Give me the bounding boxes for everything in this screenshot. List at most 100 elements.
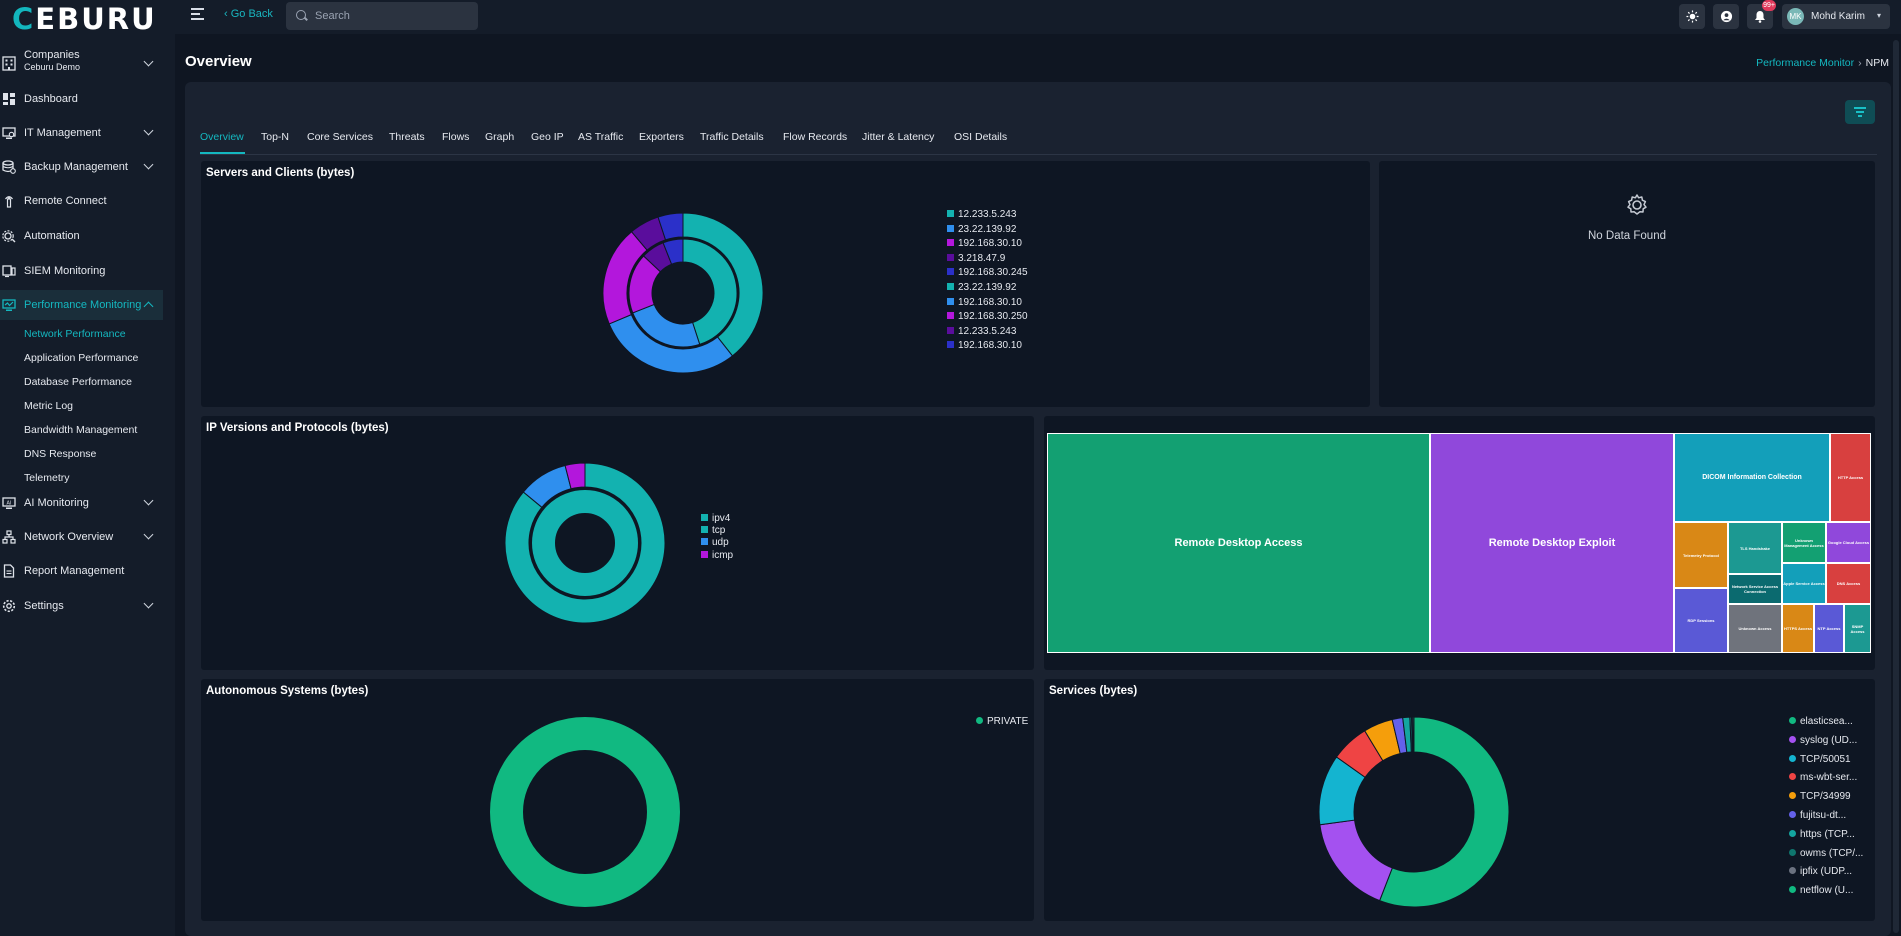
treemap-cell[interactable]: NTP Access bbox=[1814, 604, 1844, 653]
sidebar-item-it-management[interactable]: IT Management bbox=[0, 118, 163, 148]
treemap-cell[interactable]: DICOM Information Collection bbox=[1674, 433, 1830, 522]
legend-item[interactable]: https (TCP... bbox=[1789, 829, 1855, 840]
legend-item[interactable]: 3.218.47.9 bbox=[947, 253, 1005, 264]
as-slice-0[interactable] bbox=[490, 717, 680, 907]
sidebar-subitem-database-performance[interactable]: Database Performance bbox=[24, 376, 132, 388]
legend-label: 192.168.30.10 bbox=[958, 238, 1022, 250]
treemap-cell[interactable]: SNMP Access bbox=[1844, 604, 1871, 653]
tab-overview[interactable]: Overview bbox=[200, 131, 244, 143]
ip-inner-slice-0[interactable] bbox=[532, 490, 638, 596]
network-icon bbox=[2, 530, 16, 544]
servers-inner-slice-0[interactable] bbox=[682, 238, 738, 345]
legend-item[interactable]: udp bbox=[701, 537, 729, 548]
services-slice-1[interactable] bbox=[1319, 819, 1393, 902]
sidebar-subitem-application-performance[interactable]: Application Performance bbox=[24, 352, 139, 364]
legend-item[interactable]: TCP/50051 bbox=[1789, 754, 1851, 765]
sidebar-item-performance-monitoring[interactable]: Performance Monitoring bbox=[0, 290, 163, 320]
menu-toggle-icon[interactable] bbox=[191, 8, 205, 22]
tab-osi-details[interactable]: OSI Details bbox=[954, 131, 1008, 143]
tab-as-traffic[interactable]: AS Traffic bbox=[578, 131, 624, 143]
tab-flow-records[interactable]: Flow Records bbox=[783, 131, 848, 143]
legend-item[interactable]: TCP/34999 bbox=[1789, 791, 1851, 802]
ip-outer-slice-0[interactable] bbox=[504, 462, 666, 624]
user-menu[interactable]: MK Mohd Karim ▾ bbox=[1782, 4, 1890, 29]
treemap-cell[interactable]: Google Cloud Access bbox=[1826, 522, 1871, 563]
treemap-cell[interactable]: Unknown Access bbox=[1728, 604, 1782, 653]
legend-item[interactable]: 192.168.30.250 bbox=[947, 311, 1028, 322]
search-box[interactable] bbox=[286, 2, 478, 30]
sidebar-item-label: Report Management bbox=[24, 565, 125, 577]
servers-inner-slice-4[interactable] bbox=[662, 238, 684, 265]
sidebar-subitem-bandwidth-management[interactable]: Bandwidth Management bbox=[24, 424, 138, 436]
sidebar-item-siem-monitoring[interactable]: SIEM Monitoring bbox=[0, 256, 163, 286]
legend-item[interactable]: ms-wbt-ser... bbox=[1789, 772, 1857, 783]
legend-item[interactable]: netflow (U... bbox=[1789, 885, 1853, 896]
legend-item[interactable]: tcp bbox=[701, 525, 725, 536]
legend-item[interactable]: icmp bbox=[701, 550, 733, 561]
search-input[interactable] bbox=[313, 2, 473, 30]
treemap-cell[interactable]: HTTPS Access bbox=[1782, 604, 1814, 653]
tab-graph[interactable]: Graph bbox=[485, 131, 515, 143]
treemap-cell[interactable]: Network Service Access Connection bbox=[1728, 574, 1782, 604]
legend-item[interactable]: owms (TCP/... bbox=[1789, 848, 1863, 859]
legend-item[interactable]: 23.22.139.92 bbox=[947, 282, 1016, 293]
sidebar-item-ai-monitoring[interactable]: AI AI Monitoring bbox=[0, 488, 163, 518]
logo[interactable]: CEBURU bbox=[12, 2, 157, 36]
services-slice-0[interactable] bbox=[1379, 716, 1510, 908]
treemap-cell[interactable]: RDP Sessions bbox=[1674, 588, 1728, 653]
legend-item[interactable]: fujitsu-dt... bbox=[1789, 810, 1846, 821]
ip-outer-slice-2[interactable] bbox=[564, 462, 586, 490]
tab-top-n[interactable]: Top-N bbox=[261, 131, 290, 143]
report-icon bbox=[3, 564, 15, 578]
treemap-cell[interactable]: Remote Desktop Access bbox=[1047, 433, 1430, 653]
sidebar-subitem-dns-response[interactable]: DNS Response bbox=[24, 448, 97, 460]
legend-item[interactable]: 192.168.30.10 bbox=[947, 238, 1022, 249]
treemap-cell[interactable]: HTTP Access bbox=[1830, 433, 1871, 522]
legend-item[interactable]: 192.168.30.10 bbox=[947, 297, 1022, 308]
sidebar-subitem-telemetry[interactable]: Telemetry bbox=[24, 472, 70, 484]
treemap-cell[interactable]: Apple Service Access bbox=[1782, 563, 1826, 604]
sidebar-item-remote-connect[interactable]: Remote Connect bbox=[0, 186, 163, 216]
treemap-cell[interactable]: Telemetry Protocol bbox=[1674, 522, 1728, 588]
sidebar-item-settings[interactable]: Settings bbox=[0, 591, 163, 621]
page-scrollbar[interactable] bbox=[1893, 40, 1899, 933]
legend-item[interactable]: ipfix (UDP... bbox=[1789, 866, 1852, 877]
sidebar-subitem-metric-log[interactable]: Metric Log bbox=[24, 400, 74, 412]
treemap-cell[interactable]: DNS Access bbox=[1826, 563, 1871, 604]
legend-swatch bbox=[947, 210, 954, 217]
sidebar-item-network-overview[interactable]: Network Overview bbox=[0, 522, 163, 552]
tab-geo-ip[interactable]: Geo IP bbox=[531, 131, 564, 143]
services-slice-9[interactable] bbox=[1412, 716, 1415, 753]
sidebar-item-automation[interactable]: Automation bbox=[0, 221, 163, 251]
legend-item[interactable]: 12.233.5.243 bbox=[947, 209, 1016, 220]
treemap-cell[interactable]: Remote Desktop Exploit bbox=[1430, 433, 1674, 653]
theme-toggle-button[interactable] bbox=[1679, 4, 1705, 29]
company-selector[interactable]: Companies Ceburu Demo bbox=[0, 46, 163, 86]
tab-flows[interactable]: Flows bbox=[442, 131, 470, 143]
legend-swatch bbox=[701, 514, 708, 521]
legend-item[interactable]: syslog (UD... bbox=[1789, 735, 1857, 746]
legend-item[interactable]: elasticsea... bbox=[1789, 716, 1853, 727]
legend-item[interactable]: 23.22.139.92 bbox=[947, 224, 1016, 235]
filter-button[interactable] bbox=[1845, 100, 1875, 124]
tab-exporters[interactable]: Exporters bbox=[639, 131, 684, 143]
legend-item[interactable]: 192.168.30.10 bbox=[947, 340, 1022, 351]
legend-item[interactable]: 192.168.30.245 bbox=[947, 267, 1028, 278]
treemap-cell[interactable]: TLS Handshake bbox=[1728, 522, 1782, 574]
tab-jitter-latency[interactable]: Jitter & Latency bbox=[862, 131, 935, 143]
legend-item[interactable]: PRIVATE bbox=[976, 716, 1028, 727]
legend-item[interactable]: ipv4 bbox=[701, 513, 730, 524]
sidebar-item-report-management[interactable]: Report Management bbox=[0, 556, 163, 586]
sidebar-item-backup-management[interactable]: Backup Management bbox=[0, 152, 163, 182]
sidebar-item-dashboard[interactable]: Dashboard bbox=[0, 84, 163, 114]
servers-outer-slice-4[interactable] bbox=[657, 212, 684, 241]
account-button[interactable] bbox=[1713, 4, 1739, 29]
go-back-link[interactable]: ‹ Go Back bbox=[224, 8, 273, 20]
legend-item[interactable]: 12.233.5.243 bbox=[947, 326, 1016, 337]
tab-traffic-details[interactable]: Traffic Details bbox=[700, 131, 764, 143]
breadcrumb-parent-link[interactable]: Performance Monitor bbox=[1756, 57, 1855, 69]
sidebar-subitem-network-performance[interactable]: Network Performance bbox=[24, 328, 126, 340]
tab-threats[interactable]: Threats bbox=[389, 131, 425, 143]
treemap-cell[interactable]: Unknown Management Access bbox=[1782, 522, 1826, 563]
tab-core-services[interactable]: Core Services bbox=[307, 131, 373, 143]
